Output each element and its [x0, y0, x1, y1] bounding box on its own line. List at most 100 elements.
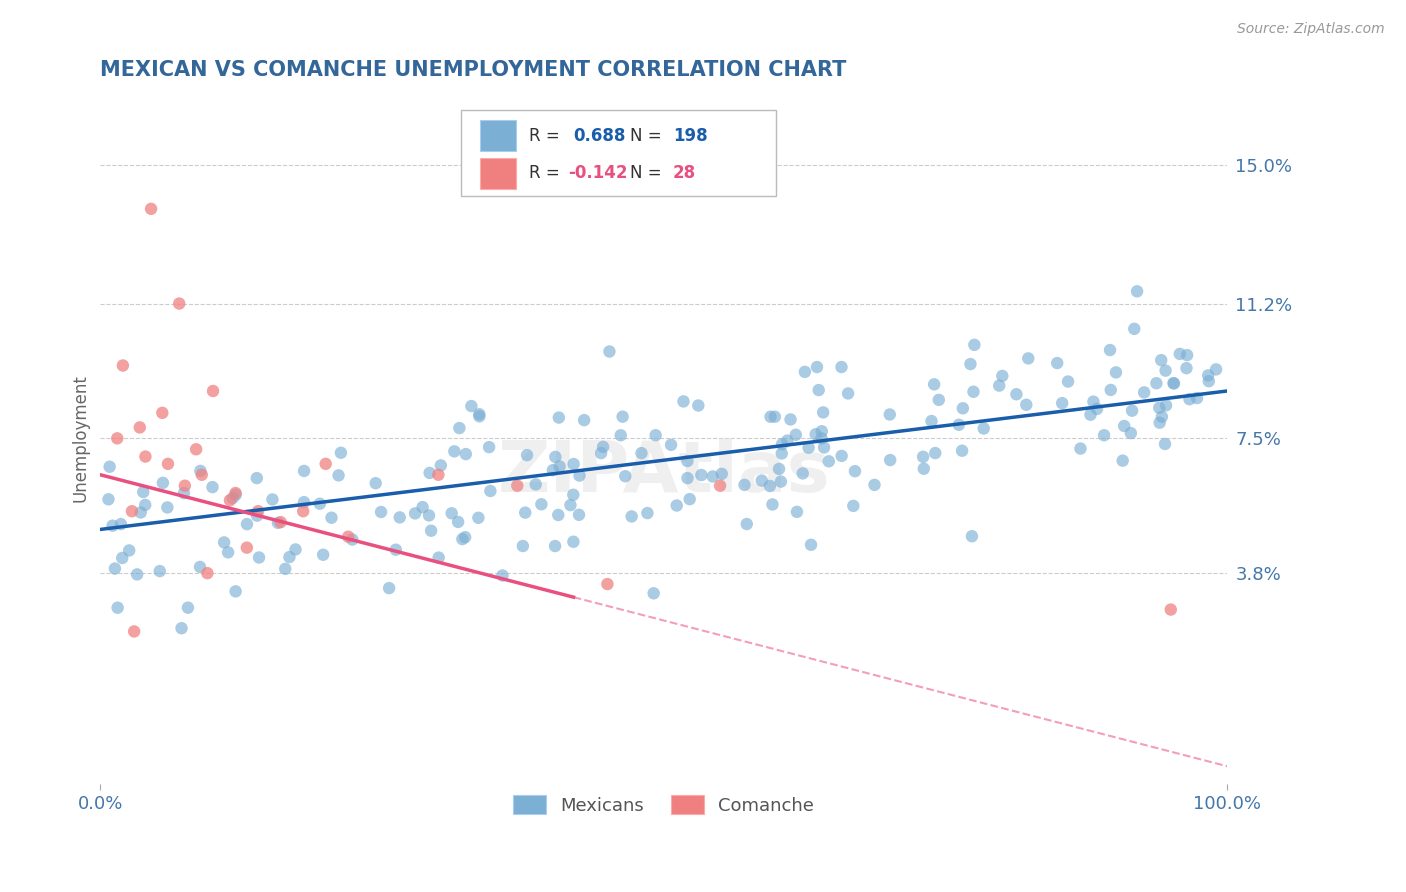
Point	[1112, 453, 1135, 467]
Point	[104, 561, 127, 575]
Point	[1175, 361, 1198, 376]
Point	[1015, 398, 1038, 412]
Point	[217, 545, 239, 559]
Point	[222, 491, 245, 505]
Point	[1057, 375, 1080, 389]
Point	[197, 566, 219, 581]
Point	[219, 493, 242, 508]
Point	[121, 504, 143, 518]
Point	[270, 515, 292, 529]
Point	[1160, 802, 1182, 816]
Point	[620, 509, 643, 524]
Point	[128, 420, 150, 434]
Point	[101, 518, 124, 533]
Point	[609, 428, 631, 442]
Point	[122, 624, 145, 639]
Point	[308, 497, 330, 511]
Point	[991, 368, 1014, 383]
Point	[515, 506, 537, 520]
Point	[568, 468, 591, 483]
Point	[156, 457, 179, 471]
Point	[879, 408, 901, 422]
Point	[111, 550, 134, 565]
Point	[236, 541, 259, 555]
Point	[612, 409, 634, 424]
Point	[190, 464, 212, 478]
Point	[150, 406, 173, 420]
Point	[544, 539, 567, 553]
Point	[1105, 365, 1128, 379]
Point	[427, 467, 450, 482]
Point	[451, 532, 474, 546]
Point	[134, 450, 156, 464]
Point	[443, 444, 465, 458]
Point	[225, 488, 247, 502]
Point	[831, 449, 853, 463]
Point	[225, 486, 247, 500]
Point	[1197, 368, 1219, 383]
Point	[776, 434, 799, 448]
Point	[420, 524, 443, 538]
Point	[107, 600, 129, 615]
Text: R =: R =	[529, 164, 565, 183]
Text: 198: 198	[672, 127, 707, 145]
Point	[547, 410, 569, 425]
Point	[598, 344, 620, 359]
Point	[321, 510, 343, 524]
Point	[1185, 391, 1208, 405]
Point	[524, 477, 547, 491]
Point	[479, 483, 502, 498]
Legend: Mexicans, Comanche: Mexicans, Comanche	[505, 787, 823, 824]
Point	[928, 392, 950, 407]
Point	[278, 550, 301, 565]
Point	[312, 548, 335, 562]
Point	[591, 446, 613, 460]
Point	[1080, 408, 1102, 422]
Point	[118, 543, 141, 558]
Point	[1017, 351, 1039, 366]
Point	[785, 427, 807, 442]
Point	[786, 505, 808, 519]
Point	[636, 506, 658, 520]
Point	[960, 529, 983, 543]
Point	[1099, 383, 1122, 397]
Point	[454, 530, 477, 544]
Point	[1168, 347, 1191, 361]
Point	[419, 466, 441, 480]
Text: N =: N =	[630, 127, 662, 145]
Point	[1198, 374, 1220, 388]
Point	[134, 498, 156, 512]
Point	[152, 475, 174, 490]
Point	[418, 508, 440, 523]
Point	[1154, 398, 1177, 412]
Point	[800, 538, 823, 552]
Point	[430, 458, 453, 473]
Point	[427, 550, 450, 565]
Point	[763, 409, 786, 424]
Point	[988, 378, 1011, 392]
Point	[810, 424, 832, 438]
Point	[1144, 376, 1167, 391]
Point	[1163, 376, 1185, 391]
Point	[548, 459, 571, 474]
Point	[1050, 396, 1073, 410]
Point	[370, 505, 392, 519]
Point	[592, 440, 614, 454]
Point	[329, 446, 352, 460]
Point	[170, 621, 193, 635]
Point	[315, 457, 337, 471]
Point	[247, 504, 270, 518]
Point	[468, 409, 491, 424]
Point	[262, 492, 284, 507]
Point	[516, 448, 538, 462]
Text: Source: ZipAtlas.com: Source: ZipAtlas.com	[1237, 22, 1385, 37]
Point	[959, 357, 981, 371]
Point	[1046, 356, 1069, 370]
Point	[1150, 353, 1173, 368]
Point	[644, 428, 666, 442]
Point	[863, 478, 886, 492]
Point	[568, 508, 591, 522]
FancyBboxPatch shape	[479, 120, 516, 152]
Point	[412, 500, 434, 515]
Point	[132, 485, 155, 500]
